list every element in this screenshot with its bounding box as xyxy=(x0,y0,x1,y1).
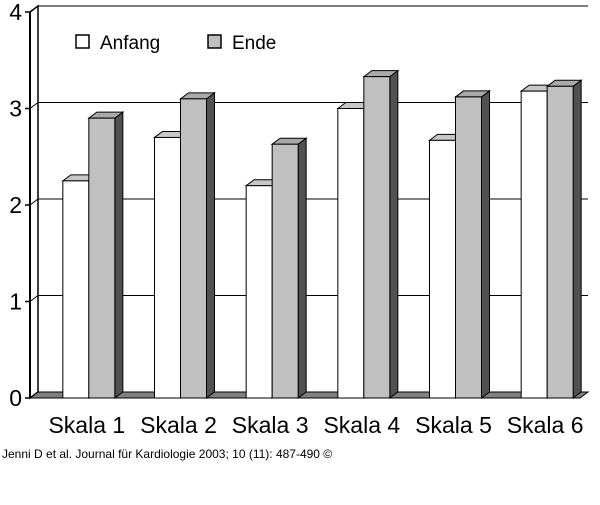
bar xyxy=(455,96,482,399)
legend-label: Anfang xyxy=(100,33,160,54)
bar xyxy=(520,90,548,399)
x-tick-label: Skala 3 xyxy=(232,412,309,438)
gridline-side xyxy=(29,102,39,109)
bar xyxy=(245,185,273,399)
y-tick-label: 3 xyxy=(9,96,22,122)
gridline-side xyxy=(29,295,39,302)
x-tick-label: Skala 4 xyxy=(323,412,400,438)
bar xyxy=(337,108,365,399)
x-tick-label: Skala 6 xyxy=(507,412,584,438)
bars xyxy=(61,69,583,399)
bar xyxy=(363,76,391,399)
bar xyxy=(180,98,207,399)
gridline-side xyxy=(29,5,39,13)
bar xyxy=(546,85,574,399)
legend-label: Ende xyxy=(232,33,276,54)
bar-side xyxy=(206,91,215,399)
bar xyxy=(88,117,116,399)
legend-swatch xyxy=(75,34,90,49)
x-axis: Skala 1 Skala 2 Skala 3 Skala 4 Skala 5 Skala… xyxy=(48,412,583,438)
y-tick-label: 2 xyxy=(9,192,22,218)
x-tick-label: Skala 1 xyxy=(48,412,125,438)
bar-side xyxy=(481,89,490,399)
bar xyxy=(154,136,181,399)
bar xyxy=(62,180,90,399)
bar xyxy=(429,139,456,399)
bar-side xyxy=(114,111,124,399)
gridlines xyxy=(29,5,588,302)
y-tick-label: 0 xyxy=(9,385,22,411)
gridline-side xyxy=(29,198,39,206)
legend-swatch xyxy=(207,34,222,49)
bar-side xyxy=(389,69,399,399)
legend: Anfang Ende xyxy=(75,33,276,54)
bar-side xyxy=(297,137,307,399)
y-tick-label: 1 xyxy=(9,289,22,315)
y-tick-label: 4 xyxy=(9,0,22,25)
y-axis: 0 1 2 3 4 xyxy=(9,0,31,411)
citation: Jenni D et al. Journal für Kardiologie 2… xyxy=(2,447,333,461)
bar xyxy=(271,143,299,399)
bar-side xyxy=(572,79,582,399)
x-tick-label: Skala 2 xyxy=(140,412,217,438)
x-tick-label: Skala 5 xyxy=(415,412,492,438)
